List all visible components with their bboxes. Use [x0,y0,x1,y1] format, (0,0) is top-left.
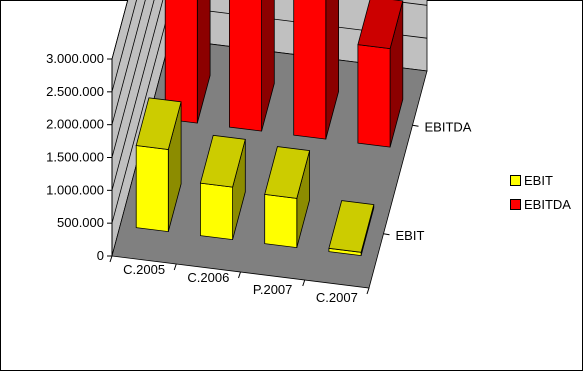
bar-ebit-p-2007 [264,146,311,249]
axes [107,58,419,295]
bar-ebitda-c-2007 [357,0,404,148]
y-tick-label: 0 [97,248,104,263]
bar-front [199,182,234,241]
bar-front [135,145,169,233]
bar-ebitda-p-2007 [293,0,340,140]
gridline [111,0,137,92]
x-tick [109,255,113,263]
bar-ebitda-c-2006 [228,0,275,132]
bar-ebit-c-2007 [328,200,375,257]
legend-label-ebit: EBIT [524,172,553,188]
gridline [111,0,155,158]
bar-ebitda-c-2005 [164,0,211,124]
x-tick-label: P.2007 [253,282,293,297]
legend: EBIT EBITDA [506,172,580,220]
y-tick-label: 2.000.000 [46,117,104,132]
bars [135,0,404,257]
y-tick-label: 500.000 [57,215,104,230]
bar-front [357,44,391,148]
bar-top [328,200,375,253]
y-tick-label: 2.500.000 [46,84,104,99]
bar-front [164,0,198,124]
series-axis-label: EBIT [396,228,425,243]
series-tick [383,233,390,236]
y-tick-label: 1.000.000 [46,182,104,197]
legend-swatch-ebitda [510,198,521,210]
legend-label-ebitda: EBITDA [524,196,571,212]
series-axis-label: EBITDA [425,119,472,134]
x-tick [173,263,177,271]
x-tick-label: C.2005 [123,262,165,277]
x-tick [238,271,241,279]
bar-front [228,0,263,132]
legend-swatch-ebit [510,174,521,186]
bar-top [357,0,404,50]
bar-front [264,193,298,249]
gridline [111,0,428,191]
bar-top [199,134,246,188]
y-tick-label: 1.500.000 [46,150,104,165]
y-tick-label: 3.000.000 [46,51,104,66]
x-tick-label: C.2007 [316,290,358,305]
bar-top [135,97,182,150]
gridline [111,0,146,125]
series-tick [412,124,419,127]
x-tick [366,287,370,295]
bar-front [293,0,327,140]
tick-labels: 0 500.000 1.000.000 1.500.000 2.000.000 2.500… [46,51,472,305]
x-tick [302,279,306,287]
bar-top [264,146,311,199]
bar-ebit-c-2005 [135,97,182,233]
bar-ebit-c-2006 [199,134,246,241]
legend-item-ebitda: EBITDA [510,196,571,212]
legend-item-ebit: EBIT [510,172,553,188]
x-tick-label: C.2006 [187,270,229,285]
